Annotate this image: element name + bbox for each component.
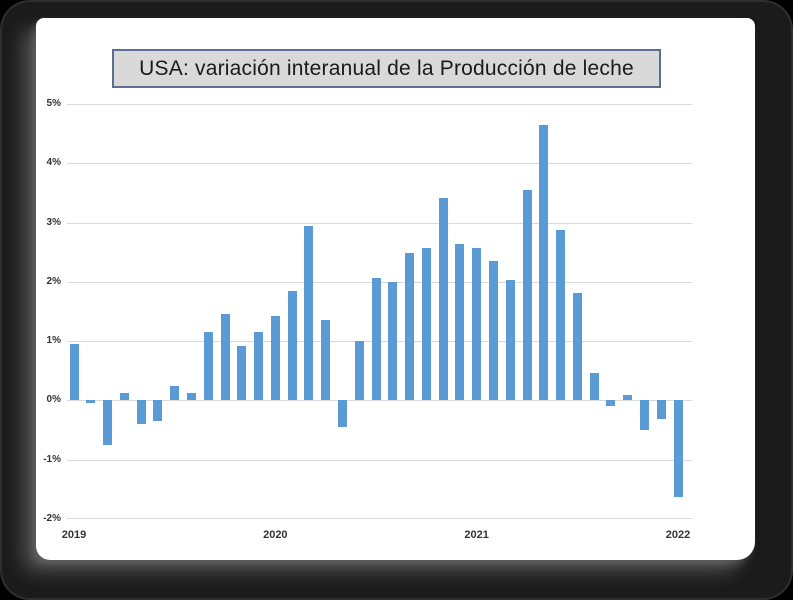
bar-2020-11 [438, 198, 448, 401]
bar-2019-08 [186, 393, 196, 401]
x-tick-label-2020: 2020 [263, 529, 288, 541]
gridline-0pct [67, 400, 692, 402]
bar-2019-12 [254, 332, 264, 401]
bar-2020-07 [371, 277, 381, 401]
bar-2020-05 [337, 400, 347, 428]
chart-panel: USA: variación interanual de la Producci… [36, 18, 755, 560]
bar-2020-02 [287, 291, 297, 401]
bar-2021-11 [639, 400, 649, 431]
bar-2020-04 [321, 320, 331, 401]
chart-title-box: USA: variación interanual de la Producci… [112, 49, 661, 88]
y-tick-label-1pct: 1% [46, 335, 61, 347]
x-tick-label-2022: 2022 [665, 529, 691, 541]
bar-2021-10 [623, 394, 633, 401]
bar-2021-03 [505, 280, 515, 401]
bar-2020-09 [405, 253, 415, 401]
y-tick-label--1pct: -1% [43, 453, 61, 465]
bar-2020-10 [421, 248, 431, 401]
gridline-4pct [67, 163, 692, 165]
bar-2021-02 [488, 260, 498, 401]
chart-title: USA: variación interanual de la Producci… [139, 56, 634, 80]
bar-2019-02 [86, 400, 96, 404]
bar-2019-06 [153, 400, 163, 422]
bar-2019-09 [203, 332, 213, 401]
bar-2020-08 [388, 281, 398, 401]
gridline--2pct [67, 518, 692, 519]
gridline-3pct [67, 222, 692, 224]
bar-2019-11 [237, 346, 247, 401]
bar-2020-12 [455, 243, 465, 401]
bar-2021-05 [539, 124, 549, 401]
y-tick-label--2pct: -2% [43, 513, 61, 524]
bar-2020-01 [270, 316, 280, 401]
y-tick-label-2pct: 2% [46, 275, 61, 287]
bar-2022-01 [673, 400, 683, 498]
bar-2021-08 [589, 372, 599, 401]
y-tick-label-3pct: 3% [46, 216, 61, 228]
y-tick-label-5pct: 5% [46, 98, 61, 109]
bar-2021-04 [522, 189, 532, 401]
bar-2019-04 [119, 393, 129, 401]
gridline-5pct [67, 104, 692, 105]
plot-area: 5% 4% 3% 2% 1% 0% -1% -2% 2019 2020 2021 2022 [43, 98, 692, 541]
y-tick-label-4pct: 4% [46, 157, 61, 169]
bar-2019-01 [69, 344, 79, 401]
bar-2021-09 [606, 400, 616, 407]
gridline--1pct [67, 459, 692, 461]
y-tick-label-0pct: 0% [46, 394, 61, 406]
bar-2021-06 [556, 229, 566, 401]
bar-2021-01 [472, 248, 482, 401]
bar-2019-05 [136, 400, 146, 425]
bar-2020-06 [354, 340, 364, 401]
bar-2021-07 [572, 293, 582, 401]
bar-2019-07 [170, 385, 180, 401]
bar-2019-10 [220, 313, 230, 401]
x-tick-label-2021: 2021 [464, 529, 489, 541]
x-tick-label-2019: 2019 [61, 529, 87, 541]
bar-2021-12 [656, 400, 666, 420]
bar-2019-03 [103, 400, 113, 445]
bar-2020-03 [304, 225, 314, 401]
